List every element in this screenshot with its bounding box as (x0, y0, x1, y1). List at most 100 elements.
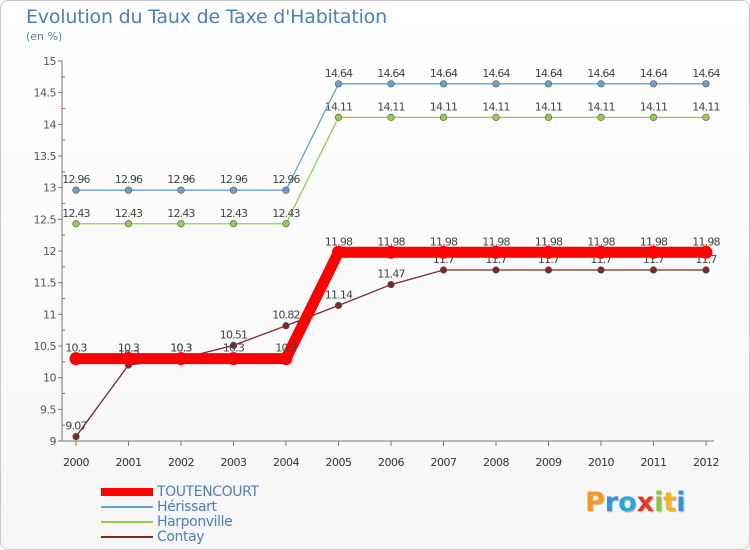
data-point (282, 186, 290, 194)
data-label: 12.96 (62, 173, 90, 186)
data-point (597, 266, 605, 274)
data-label: 14.11 (587, 100, 615, 113)
chart-subtitle: (en %) (26, 30, 63, 43)
logo-letter: r (604, 487, 619, 518)
data-point (334, 301, 343, 310)
y-tick-label: 11 (43, 308, 56, 321)
legend-swatch (101, 520, 153, 523)
data-point (702, 113, 710, 121)
chart-title: Evolution du Taux de Taxe d'Habitation (26, 6, 387, 28)
data-point (124, 220, 133, 228)
data-point (332, 245, 345, 259)
data-point (124, 186, 133, 194)
data-label: 10.3 (170, 342, 192, 355)
logo-letter: i (676, 487, 686, 518)
data-label: 10.3 (275, 342, 297, 355)
x-tick-label: 2001 (116, 456, 142, 469)
data-point (229, 341, 238, 349)
proxiti-logo: Proxiti (585, 487, 686, 518)
data-label: 11.98 (587, 235, 615, 248)
data-label: 11.14 (325, 288, 353, 301)
data-point (702, 80, 710, 88)
data-point (387, 80, 395, 88)
data-point (649, 266, 658, 274)
data-point (544, 266, 553, 274)
data-label: 14.11 (430, 100, 458, 113)
data-point (647, 245, 660, 259)
data-label: 14.64 (325, 67, 353, 80)
data-label: 12.96 (220, 173, 248, 186)
y-tick-label: 12.5 (34, 213, 57, 226)
data-label: 14.64 (430, 67, 458, 80)
y-tick-label: 12 (43, 245, 56, 258)
data-point (229, 186, 238, 194)
data-point (649, 80, 658, 88)
logo-letter: t (663, 487, 677, 518)
data-point (334, 113, 343, 121)
x-tick-label: 2003 (221, 456, 247, 469)
x-tick-label: 2002 (168, 456, 194, 469)
data-label: 14.11 (640, 100, 668, 113)
x-tick-label: 2004 (273, 456, 299, 469)
data-label: 11.98 (692, 235, 720, 248)
legend-label: TOUTENCOURT (157, 483, 259, 500)
data-label: 11.98 (535, 235, 563, 248)
y-tick-label: 13 (43, 182, 56, 195)
y-tick-label: 14 (43, 118, 56, 131)
data-point (492, 80, 500, 88)
data-point (279, 352, 293, 366)
data-label: 11.98 (640, 235, 668, 248)
x-tick-label: 2008 (483, 456, 509, 469)
x-tick-label: 2010 (588, 456, 614, 469)
data-label: 14.64 (640, 67, 668, 80)
data-label: 14.64 (587, 67, 615, 80)
y-tick-label: 11.5 (34, 277, 57, 290)
legend-swatch (101, 487, 153, 496)
data-point (384, 245, 398, 259)
logo-letter: x (636, 487, 655, 518)
y-tick-label: 14.5 (34, 87, 57, 100)
data-point (72, 432, 80, 441)
data-label: 10.82 (272, 309, 300, 322)
legend-swatch (101, 535, 153, 538)
x-tick-label: 2009 (536, 456, 562, 469)
y-tick-label: 9.5 (40, 403, 56, 416)
data-point (492, 266, 500, 274)
data-label: 12.43 (115, 207, 143, 220)
legend-label: Contay (157, 528, 205, 545)
logo-letter: P (585, 487, 605, 518)
data-point (489, 245, 503, 259)
data-point (177, 186, 185, 194)
data-point (227, 352, 240, 366)
data-point (544, 113, 553, 121)
y-tick-label: 9 (50, 435, 57, 448)
data-point (72, 220, 80, 228)
data-point (122, 352, 135, 366)
x-tick-label: 2006 (378, 456, 404, 469)
data-label: 11.98 (482, 235, 510, 248)
data-label: 10.3 (223, 342, 245, 355)
data-point (72, 186, 80, 194)
data-label: 14.64 (377, 67, 405, 80)
data-label: 10.51 (220, 328, 248, 341)
y-tick-label: 13.5 (34, 150, 57, 163)
data-point (649, 113, 658, 121)
data-label: 14.64 (482, 67, 510, 80)
x-tick-label: 2005 (326, 456, 352, 469)
data-point (439, 113, 448, 121)
data-label: 14.11 (377, 100, 405, 113)
data-label: 12.96 (167, 173, 195, 186)
data-point (597, 80, 605, 88)
data-label: 11.98 (377, 235, 405, 248)
data-point (174, 352, 188, 366)
data-label: 14.11 (482, 100, 510, 113)
data-label: 12.96 (115, 173, 143, 186)
data-point (597, 113, 605, 121)
data-label: 9.07 (65, 420, 87, 433)
data-label: 10.3 (65, 342, 87, 355)
legend-item: Contay (101, 528, 259, 545)
chart-legend: TOUTENCOURT Hérissart Harponville Contay (101, 483, 259, 545)
x-tick-label: 2000 (63, 456, 89, 469)
